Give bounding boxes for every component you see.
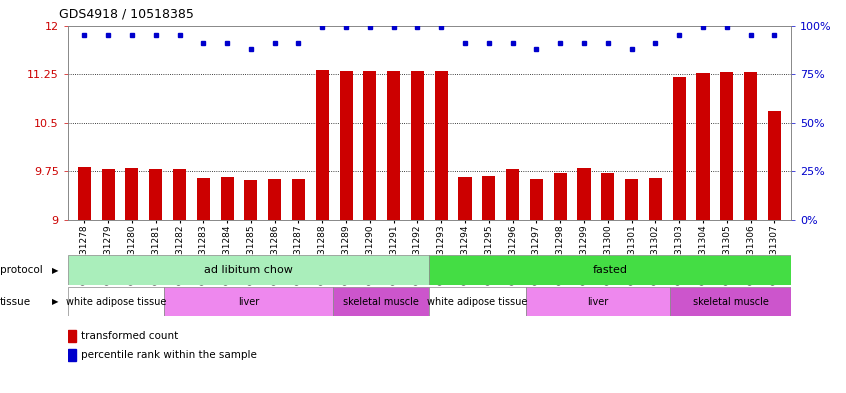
Text: white adipose tissue: white adipose tissue [427,297,528,307]
Bar [173,169,186,220]
Bar [525,287,670,316]
Bar [602,173,614,220]
Bar [68,255,429,285]
Bar [387,71,400,220]
Text: liver: liver [587,297,609,307]
Bar [768,111,781,220]
Bar [670,287,791,316]
Bar [482,176,496,220]
Bar [68,349,76,362]
Bar [435,71,448,220]
Text: protocol: protocol [0,265,43,275]
Text: liver: liver [238,297,259,307]
Text: ▶: ▶ [52,266,59,275]
Bar [625,178,638,220]
Bar [125,168,139,220]
Text: GDS4918 / 10518385: GDS4918 / 10518385 [59,8,194,21]
Text: fasted: fasted [593,265,628,275]
Bar [506,169,519,220]
Bar [244,180,257,220]
Bar [530,178,543,220]
Bar [68,330,76,342]
Bar [333,287,429,316]
Text: skeletal muscle: skeletal muscle [693,297,769,307]
Bar [68,287,164,316]
Bar [459,176,471,220]
Text: skeletal muscle: skeletal muscle [343,297,419,307]
Bar [720,72,733,220]
Text: white adipose tissue: white adipose tissue [66,297,166,307]
Bar [744,72,757,220]
Bar [553,173,567,220]
Bar [363,71,376,220]
Text: transformed count: transformed count [81,331,179,342]
Bar [339,71,353,220]
Bar [268,178,281,220]
Text: ▶: ▶ [52,297,59,306]
Bar [149,169,162,220]
Bar [102,169,115,220]
Bar [78,167,91,220]
Bar [292,179,305,220]
Bar [649,178,662,220]
Text: tissue: tissue [0,297,31,307]
Bar [696,73,710,220]
Bar [164,287,333,316]
Bar [673,77,686,220]
Bar [316,70,329,220]
Bar [197,178,210,220]
Text: ad libitum chow: ad libitum chow [204,265,293,275]
Bar [578,168,591,220]
Bar [429,255,791,285]
Bar [429,287,525,316]
Bar [411,71,424,220]
Bar [221,177,233,220]
Text: percentile rank within the sample: percentile rank within the sample [81,350,257,360]
